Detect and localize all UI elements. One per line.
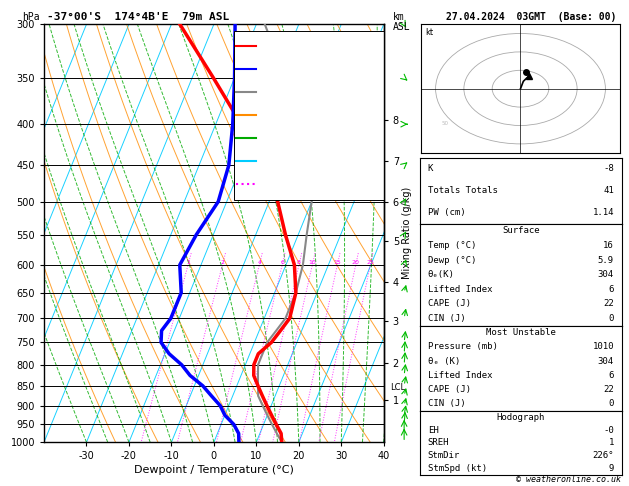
Text: 6: 6 — [609, 285, 614, 294]
Text: Isotherm: Isotherm — [260, 156, 297, 166]
Text: Mixing Ratio: Mixing Ratio — [260, 180, 312, 189]
Text: Surface: Surface — [502, 226, 540, 235]
Text: Hodograph: Hodograph — [497, 413, 545, 422]
Text: 15: 15 — [333, 260, 342, 265]
Text: 6: 6 — [609, 371, 614, 380]
Text: 10: 10 — [308, 260, 316, 265]
Text: K: K — [428, 164, 433, 174]
Text: -37°00'S  174°4B'E  79m ASL: -37°00'S 174°4B'E 79m ASL — [47, 12, 230, 22]
Text: 20: 20 — [352, 260, 360, 265]
Text: Most Unstable: Most Unstable — [486, 328, 556, 337]
Text: SREH: SREH — [428, 438, 449, 448]
Text: 0: 0 — [609, 314, 614, 323]
Text: 304: 304 — [598, 357, 614, 365]
Text: StmSpd (kt): StmSpd (kt) — [428, 464, 487, 473]
Text: Lifted Index: Lifted Index — [428, 285, 492, 294]
Text: © weatheronline.co.uk: © weatheronline.co.uk — [516, 474, 621, 484]
Text: 4: 4 — [257, 260, 261, 265]
Text: PW (cm): PW (cm) — [428, 208, 465, 217]
Text: 25: 25 — [366, 260, 374, 265]
Text: 2: 2 — [220, 260, 225, 265]
Text: StmDir: StmDir — [428, 451, 460, 460]
Text: CAPE (J): CAPE (J) — [428, 299, 470, 308]
Text: kt: kt — [425, 28, 433, 37]
Text: 16: 16 — [603, 241, 614, 250]
Text: Dry Adiabat: Dry Adiabat — [260, 111, 309, 120]
Text: ASL: ASL — [393, 22, 411, 32]
Text: 22: 22 — [603, 299, 614, 308]
Text: Wet Adiabat: Wet Adiabat — [260, 134, 311, 143]
Text: Parcel Trajectory: Parcel Trajectory — [260, 87, 330, 97]
Text: θₑ(K): θₑ(K) — [428, 270, 455, 279]
Text: θₑ (K): θₑ (K) — [428, 357, 460, 365]
Text: 304: 304 — [598, 270, 614, 279]
Text: 27.04.2024  03GMT  (Base: 00): 27.04.2024 03GMT (Base: 00) — [447, 12, 616, 22]
Text: 1.14: 1.14 — [593, 208, 614, 217]
Text: -8: -8 — [603, 164, 614, 174]
Text: 1: 1 — [186, 260, 190, 265]
Text: 0: 0 — [609, 399, 614, 408]
Text: 1: 1 — [609, 438, 614, 448]
X-axis label: Dewpoint / Temperature (°C): Dewpoint / Temperature (°C) — [134, 466, 294, 475]
Text: CIN (J): CIN (J) — [428, 314, 465, 323]
Text: km: km — [393, 12, 405, 22]
Text: Temperature: Temperature — [260, 42, 313, 51]
Text: 50: 50 — [442, 122, 448, 126]
Text: 5.9: 5.9 — [598, 256, 614, 264]
Text: Lifted Index: Lifted Index — [428, 371, 492, 380]
Text: 6: 6 — [281, 260, 284, 265]
Y-axis label: Mixing Ratio (g/kg): Mixing Ratio (g/kg) — [402, 187, 412, 279]
Text: LCL: LCL — [391, 383, 406, 392]
Text: hPa: hPa — [22, 12, 40, 22]
Text: 1010: 1010 — [593, 342, 614, 351]
Text: Dewpoint: Dewpoint — [260, 65, 300, 74]
Text: 22: 22 — [603, 385, 614, 394]
Text: Temp (°C): Temp (°C) — [428, 241, 476, 250]
Text: 8: 8 — [297, 260, 301, 265]
Text: -0: -0 — [603, 426, 614, 434]
Text: EH: EH — [428, 426, 438, 434]
Text: 41: 41 — [603, 186, 614, 195]
Text: CIN (J): CIN (J) — [428, 399, 465, 408]
Text: Totals Totals: Totals Totals — [428, 186, 498, 195]
FancyBboxPatch shape — [234, 31, 384, 200]
Text: Pressure (mb): Pressure (mb) — [428, 342, 498, 351]
Text: 9: 9 — [609, 464, 614, 473]
Text: Dewp (°C): Dewp (°C) — [428, 256, 476, 264]
Text: CAPE (J): CAPE (J) — [428, 385, 470, 394]
Text: 226°: 226° — [593, 451, 614, 460]
